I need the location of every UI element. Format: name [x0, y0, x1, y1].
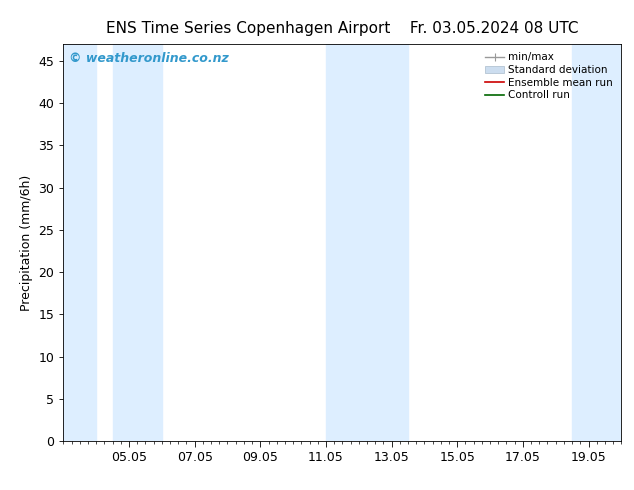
- Y-axis label: Precipitation (mm/6h): Precipitation (mm/6h): [20, 174, 33, 311]
- Bar: [63, 44, 96, 441]
- Title: ENS Time Series Copenhagen Airport    Fr. 03.05.2024 08 UTC: ENS Time Series Copenhagen Airport Fr. 0…: [106, 21, 579, 36]
- Bar: [572, 44, 621, 441]
- Text: © weatheronline.co.nz: © weatheronline.co.nz: [69, 52, 229, 65]
- Bar: [113, 44, 162, 441]
- Bar: [326, 44, 408, 441]
- Legend: min/max, Standard deviation, Ensemble mean run, Controll run: min/max, Standard deviation, Ensemble me…: [482, 49, 616, 103]
